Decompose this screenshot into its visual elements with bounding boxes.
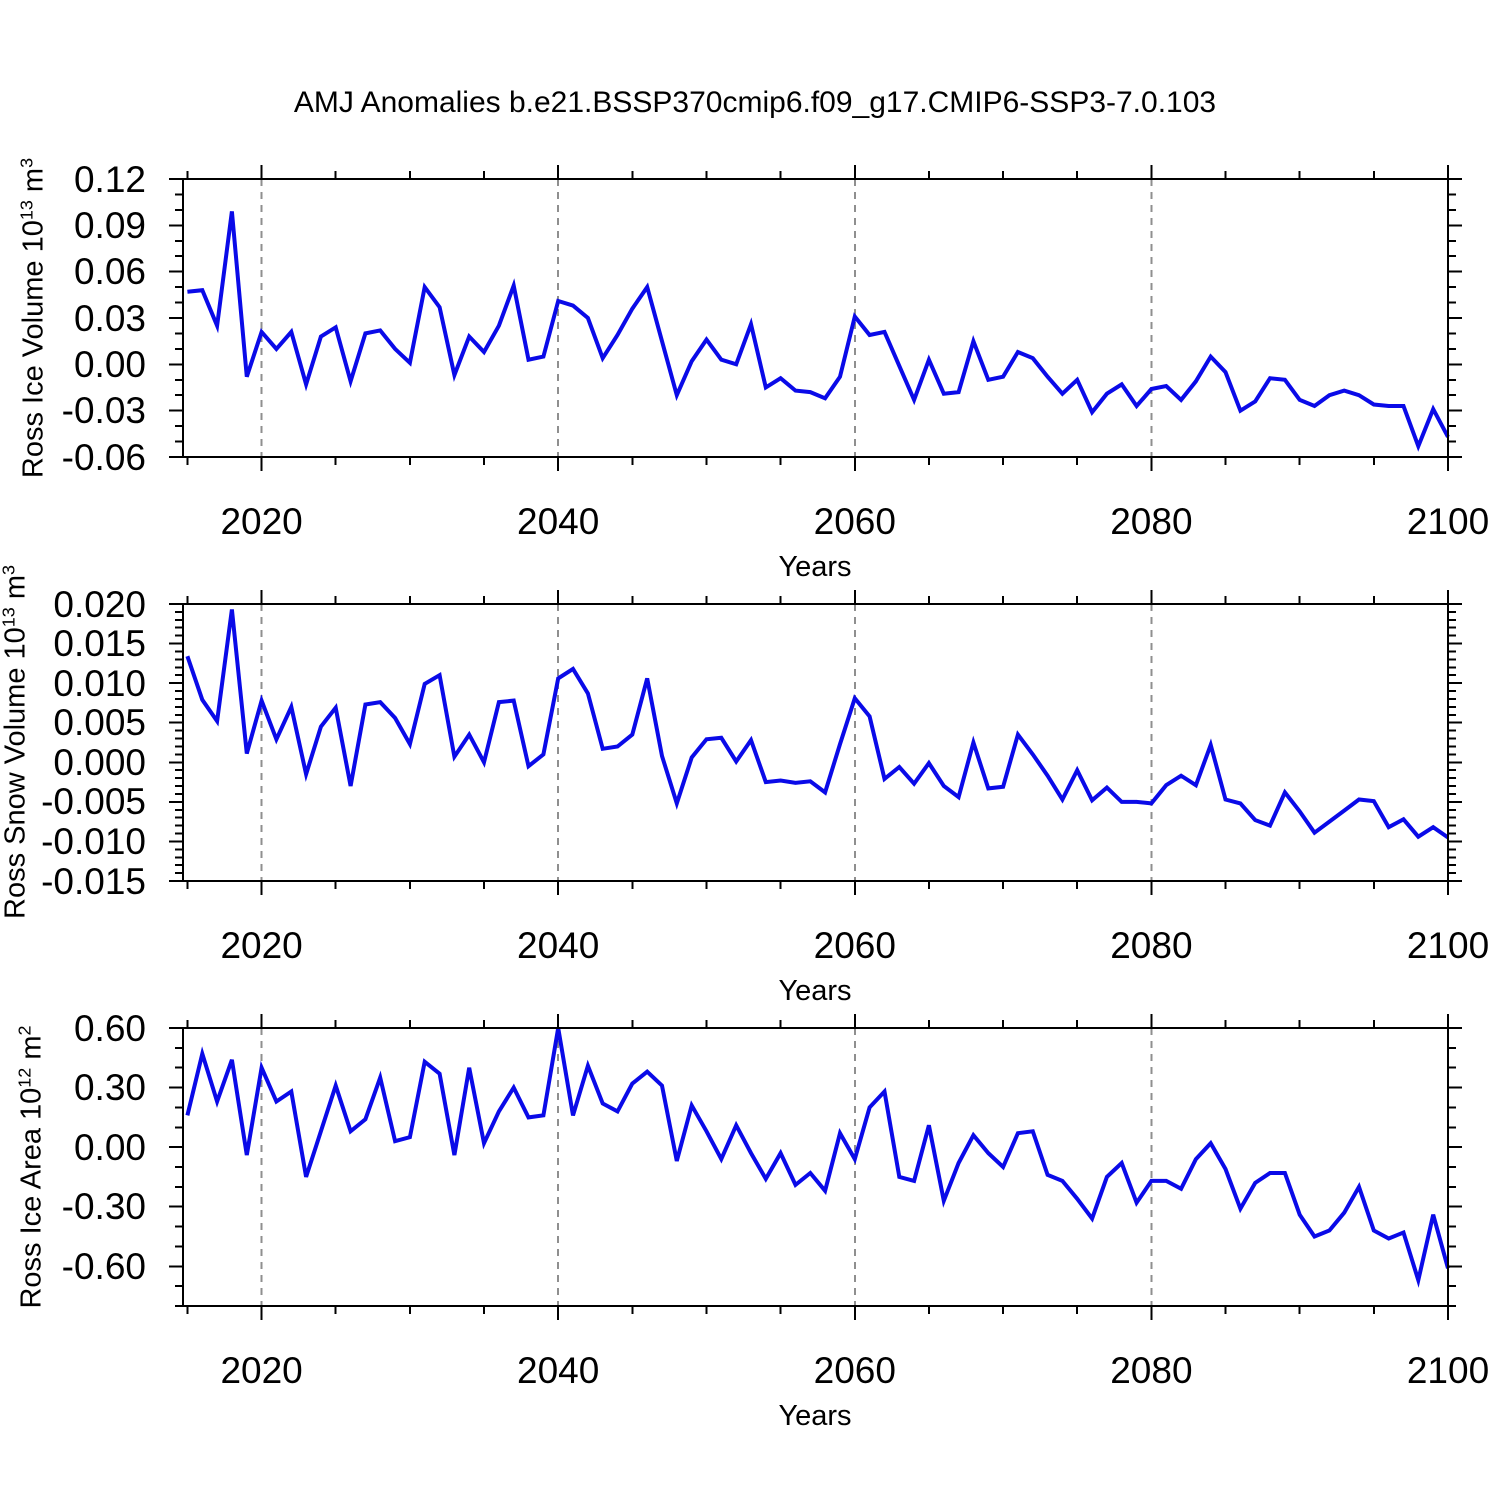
y-tick-label: 0.000 <box>53 741 146 783</box>
x-tick-label: 2100 <box>1406 925 1490 966</box>
x-tick-label: 2020 <box>220 1350 303 1391</box>
x-tick-label: 2060 <box>813 501 896 542</box>
x-tick-label: 2020 <box>220 925 303 966</box>
x-axis-title: Years <box>778 1400 852 1432</box>
x-tick-label: 2100 <box>1406 501 1490 542</box>
y-tick-label: -0.010 <box>41 820 146 862</box>
y-tick-label: -0.06 <box>61 436 146 478</box>
y-tick-label: -0.60 <box>61 1245 146 1287</box>
x-tick-label: 2100 <box>1406 1350 1490 1391</box>
y-tick-label: 0.00 <box>73 1126 146 1168</box>
y-tick-label: 0.020 <box>53 583 146 625</box>
x-tick-label: 2060 <box>813 925 896 966</box>
x-tick-label: 2040 <box>517 1350 600 1391</box>
data-line-ross-snow-volume <box>185 609 1450 840</box>
y-tick-label: 0.06 <box>73 251 146 293</box>
data-line-ross-ice-area <box>185 1027 1450 1288</box>
y-tick-label: 0.12 <box>73 158 146 200</box>
y-tick-label: -0.015 <box>41 860 146 902</box>
y-tick-label: 0.03 <box>73 297 146 339</box>
y-tick-label: 0.015 <box>53 623 146 665</box>
y-tick-label: -0.03 <box>61 390 146 432</box>
y-tick-label: 0.09 <box>73 204 146 246</box>
chart-title: AMJ Anomalies b.e21.BSSP370cmip6.f09_g17… <box>293 86 1217 119</box>
x-tick-label: 2080 <box>1110 501 1193 542</box>
y-tick-label: 0.005 <box>53 702 146 744</box>
x-tick-label: 2060 <box>813 1350 896 1391</box>
x-tick-label: 2040 <box>517 501 600 542</box>
y-tick-label: -0.005 <box>41 781 146 823</box>
y-tick-label: -0.30 <box>61 1186 146 1228</box>
x-tick-label: 2040 <box>517 925 600 966</box>
y-tick-label: 0.00 <box>73 343 146 385</box>
x-axis-title: Years <box>778 551 852 583</box>
x-tick-label: 2080 <box>1110 1350 1193 1391</box>
x-tick-label: 2020 <box>220 501 303 542</box>
x-axis-title: Years <box>778 975 852 1007</box>
y-axis-title-unit-exponent: 3 <box>0 565 19 575</box>
x-tick-label: 2080 <box>1110 925 1193 966</box>
y-tick-label: 0.010 <box>53 662 146 704</box>
y-tick-label: 0.60 <box>73 1007 146 1049</box>
data-line-ross-ice-volume <box>187 211 1450 452</box>
y-tick-label: 0.30 <box>73 1067 146 1109</box>
